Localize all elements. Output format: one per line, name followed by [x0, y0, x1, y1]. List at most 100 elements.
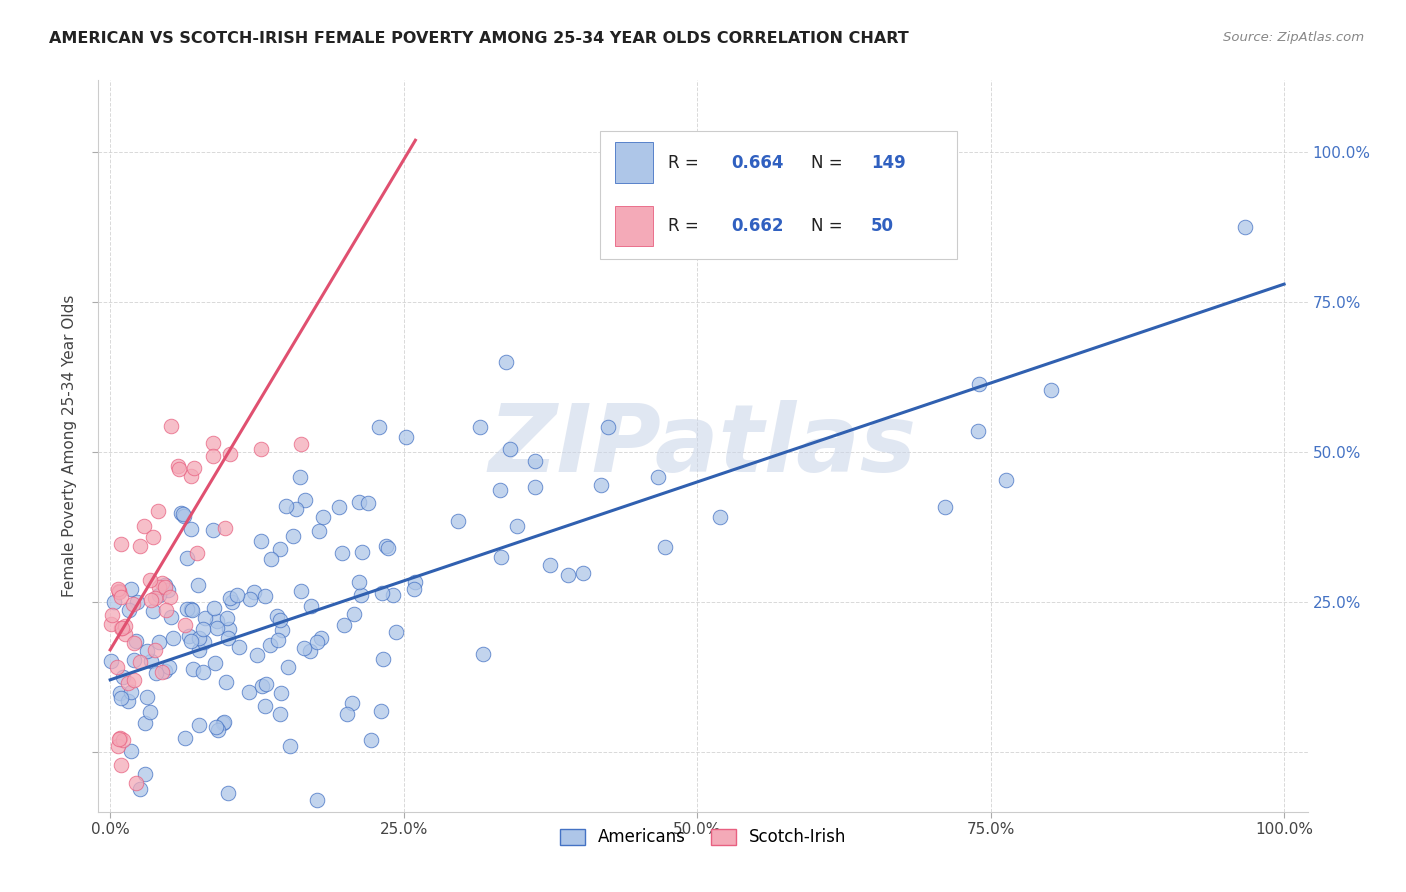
Point	[266, 608, 288, 623]
Point	[285, 502, 308, 516]
Point	[202, 449, 225, 463]
Point	[120, 582, 142, 597]
Point	[103, 595, 125, 609]
Point	[278, 739, 301, 753]
FancyBboxPatch shape	[600, 131, 957, 260]
Point	[153, 664, 176, 678]
Point	[129, 539, 152, 553]
Point	[1234, 220, 1257, 235]
Point	[212, 714, 235, 729]
Point	[142, 530, 165, 544]
Point	[377, 541, 399, 555]
Point	[170, 506, 193, 520]
Point	[250, 442, 273, 456]
Point	[112, 670, 135, 684]
Text: 149: 149	[872, 153, 905, 171]
Point	[259, 638, 281, 652]
Point	[159, 590, 181, 604]
Point	[110, 590, 132, 604]
Point	[107, 582, 129, 596]
Point	[572, 566, 595, 580]
Point	[277, 660, 299, 674]
Point	[174, 617, 197, 632]
Point	[472, 648, 495, 662]
Point	[489, 550, 512, 565]
Point	[111, 733, 134, 747]
Point	[307, 793, 329, 807]
Point	[402, 582, 425, 597]
Point	[181, 662, 204, 676]
Point	[105, 659, 128, 673]
Point	[110, 621, 132, 635]
Point	[114, 618, 136, 632]
Point	[966, 424, 988, 438]
Point	[207, 723, 229, 737]
Point	[148, 589, 170, 603]
Point	[305, 635, 328, 649]
Point	[219, 591, 242, 606]
Point	[101, 608, 124, 623]
Text: N =: N =	[811, 153, 848, 171]
Text: 0.664: 0.664	[731, 153, 783, 171]
Point	[162, 632, 184, 646]
Point	[589, 477, 612, 491]
Point	[367, 420, 389, 434]
Point	[290, 437, 312, 451]
Point	[191, 665, 214, 679]
Point	[254, 677, 277, 691]
Point	[122, 636, 145, 650]
Point	[183, 461, 205, 475]
Point	[145, 666, 167, 681]
Point	[254, 698, 277, 713]
Point	[468, 419, 491, 434]
Point	[191, 622, 214, 636]
Point	[207, 614, 229, 628]
Point	[110, 537, 132, 551]
Point	[150, 665, 173, 679]
Point	[150, 576, 173, 591]
Point	[228, 640, 250, 654]
Point	[225, 588, 247, 602]
Point	[201, 523, 224, 537]
Point	[125, 775, 148, 789]
Point	[274, 499, 297, 513]
Point	[538, 558, 561, 573]
Point	[252, 679, 274, 693]
Point	[934, 500, 956, 514]
Point	[218, 447, 240, 461]
Point	[114, 627, 136, 641]
Point	[145, 591, 167, 605]
Point	[127, 594, 149, 608]
Point	[176, 601, 198, 615]
Point	[269, 613, 291, 627]
Point	[495, 355, 517, 369]
Point	[269, 707, 291, 722]
Point	[246, 648, 269, 663]
Point	[180, 522, 202, 536]
Point	[352, 545, 374, 559]
Point	[654, 541, 676, 555]
Point	[299, 599, 322, 614]
Point	[290, 583, 312, 598]
Point	[343, 607, 366, 622]
Point	[385, 624, 408, 639]
Point	[994, 473, 1017, 487]
Point	[204, 656, 226, 670]
Point	[173, 509, 195, 524]
Point	[253, 589, 276, 603]
Point	[107, 584, 129, 599]
Point	[167, 462, 190, 476]
Point	[506, 518, 529, 533]
Point	[523, 454, 546, 468]
Text: 50: 50	[872, 218, 894, 235]
Point	[290, 470, 312, 484]
Point	[100, 616, 122, 631]
Point	[214, 520, 236, 534]
Point	[173, 731, 195, 746]
Point	[129, 655, 152, 669]
Point	[294, 492, 316, 507]
Point	[132, 518, 155, 533]
Text: N =: N =	[811, 218, 848, 235]
Point	[157, 583, 180, 598]
Point	[139, 654, 162, 668]
